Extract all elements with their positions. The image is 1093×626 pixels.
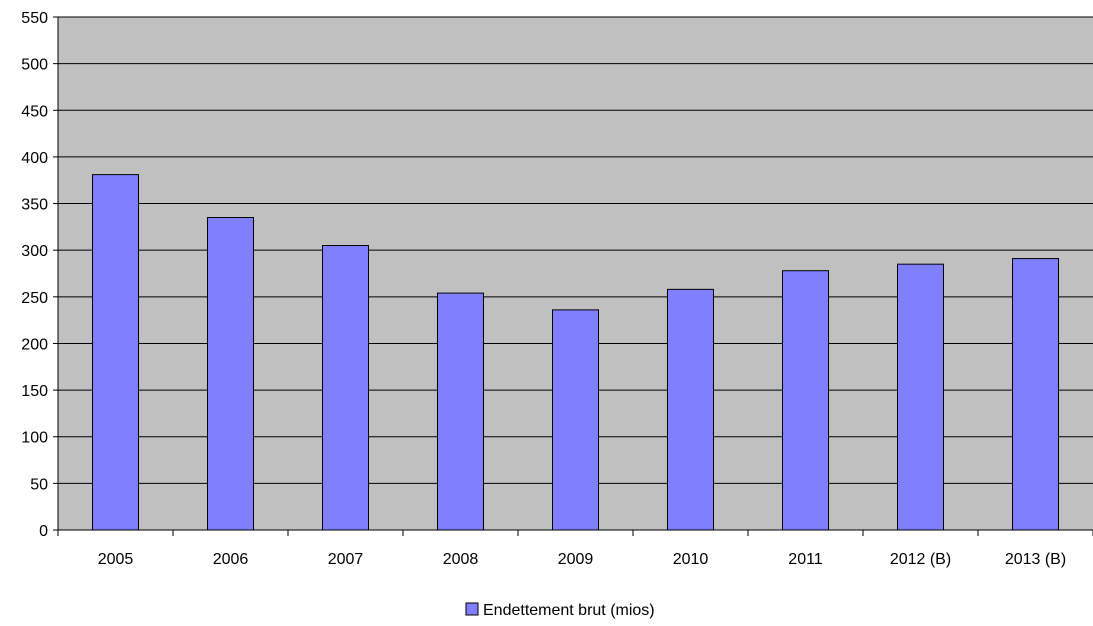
legend: Endettement brut (mios) <box>466 602 655 619</box>
y-tick-label: 300 <box>21 243 48 260</box>
bar <box>898 264 944 530</box>
y-tick-label: 50 <box>30 476 48 493</box>
y-tick-label: 250 <box>21 290 48 307</box>
bar <box>93 175 139 530</box>
legend-label: Endettement brut (mios) <box>483 602 655 619</box>
y-tick-label: 200 <box>21 336 48 353</box>
x-tick-label: 2010 <box>673 551 709 568</box>
bar <box>323 246 369 530</box>
x-tick-label: 2009 <box>558 551 594 568</box>
y-axis-tick-labels: 0 50 100 150 200 250 300 350 400 450 500 550 <box>21 10 48 540</box>
x-tick-label: 2005 <box>98 551 134 568</box>
y-tick-label: 100 <box>21 430 48 447</box>
bar <box>668 289 714 530</box>
y-tick-label: 400 <box>21 150 48 167</box>
legend-swatch <box>466 603 478 615</box>
y-tick-label: 0 <box>39 523 48 540</box>
y-tick-label: 450 <box>21 103 48 120</box>
x-axis-tick-labels: 2005 2006 2007 2008 2009 2010 2011 2012 (B) 2013… <box>98 551 1066 568</box>
x-tick-label: 2007 <box>328 551 364 568</box>
bar <box>1013 259 1059 530</box>
bar <box>553 310 599 530</box>
x-tick-label: 2012 (B) <box>890 551 951 568</box>
y-tick-label: 550 <box>21 10 48 27</box>
x-tick-label: 2006 <box>213 551 249 568</box>
y-tick-label: 350 <box>21 197 48 214</box>
x-tick-label: 2013 (B) <box>1005 551 1066 568</box>
y-tick-label: 500 <box>21 57 48 74</box>
bar <box>783 271 829 530</box>
x-tick-label: 2008 <box>443 551 479 568</box>
x-tick-label: 2011 <box>788 551 823 568</box>
y-tick-label: 150 <box>21 383 48 400</box>
bar <box>208 218 254 530</box>
bar <box>438 293 484 530</box>
